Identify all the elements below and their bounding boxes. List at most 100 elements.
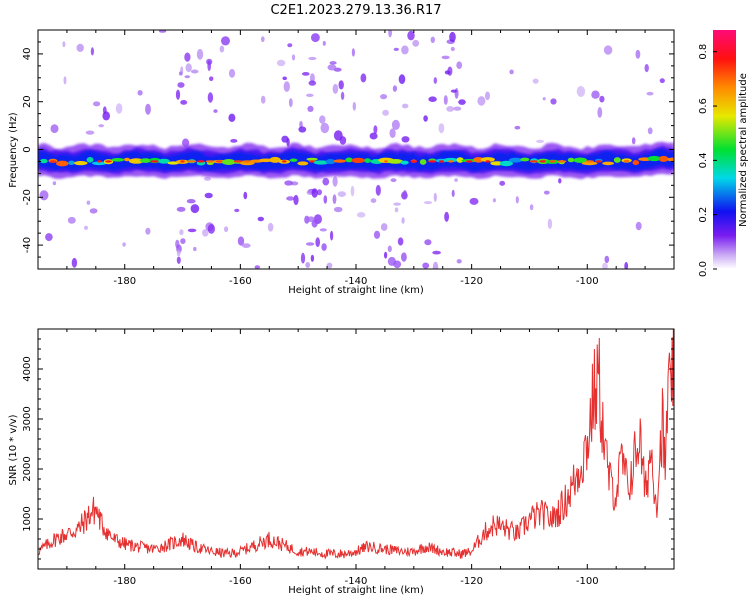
heatmap-speckle bbox=[288, 98, 293, 108]
heatmap-speckle bbox=[576, 86, 586, 97]
ridge-peak bbox=[567, 157, 575, 163]
heatmap-speckle bbox=[388, 30, 392, 38]
x-tick-label: -140 bbox=[345, 276, 368, 287]
spectrogram-heatmap bbox=[38, 30, 674, 269]
heatmap-speckle bbox=[137, 90, 143, 96]
colorbar-label: Normalized spectral amplitude bbox=[738, 73, 749, 227]
heatmap-speckle bbox=[98, 124, 104, 128]
heatmap-speckle bbox=[282, 76, 288, 81]
heatmap-speckle bbox=[443, 95, 448, 105]
ridge-peak-max bbox=[410, 160, 418, 163]
heatmap-speckle bbox=[180, 238, 186, 245]
ridge-peak-max bbox=[438, 160, 445, 163]
heatmap-speckle bbox=[228, 113, 236, 123]
spectrogram-y-ticks: -40 -20 0 20 40 bbox=[22, 29, 674, 270]
colorbar-tick-label: 0.8 bbox=[698, 44, 709, 60]
heatmap-speckle bbox=[284, 180, 293, 186]
ridge-peak-max bbox=[187, 160, 197, 163]
heatmap-speckle bbox=[122, 242, 126, 247]
ridge-peak bbox=[345, 157, 353, 163]
heatmap-speckle bbox=[323, 195, 328, 204]
y-tick-label: 2000 bbox=[22, 456, 33, 481]
ridge-peak bbox=[499, 160, 513, 167]
heatmap-speckle bbox=[320, 122, 330, 134]
heatmap-speckle bbox=[286, 196, 295, 201]
heatmap-speckle bbox=[243, 191, 248, 200]
heatmap-speckle bbox=[299, 121, 303, 129]
heatmap-speckle bbox=[635, 221, 642, 231]
heatmap-speckle bbox=[350, 185, 355, 197]
heatmap-speckle bbox=[254, 265, 260, 269]
heatmap-speckle bbox=[433, 77, 437, 84]
heatmap-speckle bbox=[432, 250, 441, 255]
heatmap-speckle bbox=[352, 101, 356, 111]
x-tick-label: -180 bbox=[113, 576, 136, 587]
heatmap-speckle bbox=[444, 211, 449, 222]
heatmap-speckle bbox=[450, 89, 457, 93]
heatmap-speckle bbox=[145, 103, 151, 115]
colorbar-tick-label: 0.0 bbox=[698, 261, 709, 277]
heatmap-speckle bbox=[190, 69, 199, 74]
heatmap-speckle bbox=[241, 243, 251, 249]
heatmap-speckle bbox=[401, 252, 407, 262]
heatmap-speckle bbox=[293, 194, 299, 206]
heatmap-speckle bbox=[333, 206, 343, 213]
ridge-peak-max bbox=[669, 158, 674, 161]
heatmap-speckle bbox=[384, 251, 388, 259]
heatmap-speckle bbox=[298, 126, 307, 133]
heatmap-speckle bbox=[329, 61, 337, 65]
heatmap-speckle bbox=[319, 115, 326, 124]
x-tick-label: -120 bbox=[460, 576, 483, 587]
heatmap-speckle bbox=[267, 222, 274, 232]
heatmap-speckle bbox=[514, 125, 521, 130]
snr-line-layer bbox=[38, 329, 674, 560]
heatmap-speckle bbox=[454, 88, 459, 99]
heatmap-speckle bbox=[373, 125, 378, 134]
ridge-peak bbox=[480, 157, 495, 162]
ridge-peak bbox=[124, 157, 130, 162]
heatmap-speckle bbox=[393, 202, 401, 206]
heatmap-speckle bbox=[394, 207, 399, 213]
heatmap-speckle bbox=[393, 47, 399, 52]
heatmap-speckle bbox=[423, 201, 433, 205]
heatmap-speckle bbox=[213, 109, 218, 113]
y-tick-label: -20 bbox=[22, 189, 33, 205]
ridge-peak-max bbox=[448, 160, 454, 163]
heatmap-speckle bbox=[401, 217, 405, 224]
heatmap-speckle bbox=[39, 190, 49, 201]
heatmap-speckle bbox=[536, 139, 545, 143]
heatmap-speckle bbox=[322, 177, 330, 186]
heatmap-speckle bbox=[319, 228, 327, 232]
heatmap-speckle bbox=[402, 190, 407, 199]
ridge-peak bbox=[613, 157, 621, 163]
ridge-peak-max bbox=[465, 160, 473, 163]
heatmap-speckle bbox=[306, 216, 315, 222]
heatmap-speckle bbox=[635, 49, 641, 59]
heatmap-speckle bbox=[84, 225, 88, 230]
heatmap-speckle bbox=[332, 83, 339, 94]
snr-y-ticks: 1000 2000 3000 4000 bbox=[22, 328, 674, 570]
heatmap-speckle bbox=[456, 61, 463, 69]
heatmap-speckle bbox=[93, 101, 101, 107]
heatmap-speckle bbox=[305, 262, 311, 268]
heatmap-speckle bbox=[392, 85, 397, 92]
heatmap-speckle bbox=[307, 105, 314, 112]
heatmap-speckle bbox=[237, 236, 245, 246]
heatmap-speckle bbox=[187, 228, 197, 233]
ridge-peak bbox=[647, 155, 661, 162]
ridge-peak bbox=[269, 156, 281, 163]
heatmap-speckle bbox=[453, 106, 462, 111]
ridge-peak bbox=[222, 159, 236, 165]
heatmap-speckle bbox=[287, 43, 293, 48]
ridge-peak bbox=[573, 157, 588, 163]
heatmap-speckle bbox=[184, 52, 191, 62]
y-tick-label: 1000 bbox=[22, 506, 33, 531]
heatmap-speckle bbox=[228, 68, 236, 78]
ridge-peak-max bbox=[309, 160, 316, 163]
heatmap-speckle bbox=[76, 43, 84, 53]
heatmap-speckle bbox=[450, 46, 455, 52]
ridge-peak bbox=[364, 158, 371, 164]
heatmap-speckle bbox=[449, 31, 456, 43]
ridge-peak bbox=[581, 161, 598, 166]
heatmap-speckle bbox=[451, 189, 455, 197]
